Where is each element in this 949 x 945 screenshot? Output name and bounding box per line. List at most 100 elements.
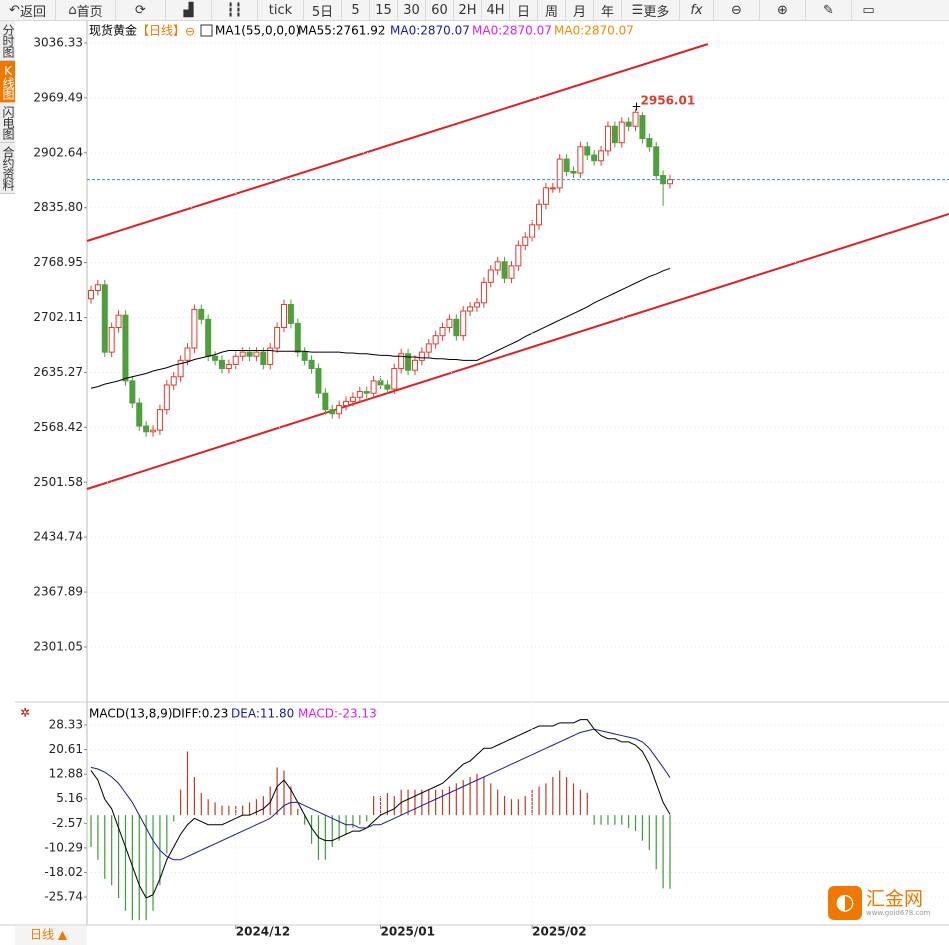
tick-button[interactable]: tick: [258, 0, 304, 20]
y-tick-label: 3036.33: [33, 36, 83, 50]
legend-entry: MA0:2870.07: [390, 24, 470, 38]
candle-body: [281, 303, 287, 328]
candle-body: [177, 359, 184, 378]
collapse-icon[interactable]: ⊖: [185, 25, 195, 39]
candle-body: [632, 111, 639, 127]
sidebar-tab[interactable]: K线图: [0, 61, 15, 103]
period-button[interactable]: 年: [594, 0, 622, 20]
sidebar-tab[interactable]: 分时图: [0, 21, 15, 61]
macd-settings-icon[interactable]: ✲: [20, 706, 30, 720]
candle-body: [150, 429, 157, 433]
candle-body: [205, 318, 212, 357]
formula-button[interactable]: fx: [680, 0, 714, 20]
candle-body: [184, 347, 191, 361]
candle-body: [391, 368, 398, 390]
candle-body: [308, 359, 315, 370]
candle-body: [253, 351, 260, 357]
y-tick-label: -18.02: [44, 865, 83, 879]
candle-body: [191, 308, 198, 349]
candle-body: [625, 121, 632, 127]
trend-line: [86, 213, 949, 490]
period-button[interactable]: 5日: [304, 0, 342, 20]
back-label: 返回: [19, 4, 46, 20]
logo-url: www.gold678.com: [866, 909, 931, 917]
candle-body: [611, 125, 618, 144]
candle-body: [315, 368, 322, 394]
period-button[interactable]: 日: [510, 0, 538, 20]
candle-body: [418, 351, 425, 361]
candle-body: [225, 363, 232, 370]
zoom-out-button[interactable]: ⊖: [714, 0, 760, 20]
candle-body: [287, 303, 294, 324]
home-button[interactable]: ⌂ 首页: [56, 0, 116, 20]
y-tick-label: 2702.11: [33, 310, 83, 324]
period-button[interactable]: 15: [370, 0, 398, 20]
candle-body: [212, 355, 219, 361]
macd-line: [90, 719, 671, 899]
indicator-icon[interactable]: [200, 24, 213, 37]
period-button[interactable]: 周: [538, 0, 566, 20]
y-tick-label: 2367.89: [33, 585, 83, 599]
ma-line: [90, 267, 671, 389]
candle-body: [260, 351, 267, 365]
candle-body: [591, 154, 598, 162]
candle-body: [439, 326, 446, 337]
candle-body: [563, 158, 570, 172]
legend-entry: MACD:-23.13: [298, 707, 377, 721]
legend-entry: DEA:11.80: [231, 707, 294, 721]
candle-body: [246, 351, 253, 357]
sidebar-tab[interactable]: 合约资料: [0, 143, 15, 194]
candle-body: [356, 391, 363, 398]
candle-body: [129, 380, 136, 404]
layout-button[interactable]: ▭: [862, 2, 875, 18]
period-button[interactable]: 5: [342, 0, 370, 20]
chart-style-button[interactable]: ▟: [166, 0, 212, 20]
candle-body: [411, 359, 418, 371]
legend-entry: MA0:2870.07: [472, 24, 552, 38]
candle-body: [343, 400, 350, 407]
period-button[interactable]: 月: [566, 0, 594, 20]
period-button[interactable]: 30: [398, 0, 426, 20]
candle-body: [232, 355, 239, 365]
logo: ◐ 汇金网 www.gold678.com: [828, 886, 930, 920]
zoom-in-button[interactable]: ⊕: [760, 0, 806, 20]
candle-body: [542, 187, 549, 205]
y-tick-label: 2969.49: [33, 90, 83, 104]
candle-body: [570, 170, 577, 174]
more-button[interactable]: ☰ 更多: [622, 0, 680, 20]
candle-body: [384, 384, 391, 390]
sidebar: 分时图 K线图 闪电图 合约资料: [0, 21, 15, 194]
candle-body: [425, 343, 432, 353]
sidebar-tab[interactable]: 闪电图: [0, 103, 15, 143]
period-button-bg[interactable]: [15, 926, 87, 945]
candle-body: [577, 146, 584, 174]
candle-body: [198, 308, 205, 320]
candle-body: [163, 384, 170, 411]
period-button[interactable]: 60: [426, 0, 454, 20]
period-button[interactable]: 日线 ▲: [30, 928, 68, 942]
candle-body: [136, 402, 143, 427]
candle-body: [398, 353, 405, 370]
back-button[interactable]: ↶ 返回: [0, 0, 56, 20]
candle-body: [529, 224, 536, 238]
refresh-button[interactable]: ⟳: [116, 0, 166, 20]
indicator-label: MA1(55,0,0,0): [215, 24, 300, 38]
draw-button[interactable]: ✎: [806, 0, 852, 20]
candle-body: [474, 302, 480, 308]
toolbar: ↶ 返回 ⌂ 首页 ⟳ ▟ ┇┇ tick 5日 5 15 30 60 2H 4H 日周月年 ☰ 更…: [0, 0, 949, 21]
instrument-title: 现货黄金: [89, 23, 137, 38]
candle-body: [363, 391, 370, 394]
candle-body: [156, 409, 163, 431]
period-button[interactable]: 2H: [454, 0, 482, 20]
candle-style-button[interactable]: ┇┇: [212, 0, 258, 20]
candle-body: [480, 281, 487, 304]
logo-icon: ◐: [828, 886, 862, 920]
candle-body: [556, 158, 563, 189]
y-tick-label: 5.16: [56, 791, 83, 805]
candle-body: [522, 236, 529, 246]
candle-body: [239, 351, 246, 357]
max-label: 2956.01: [641, 93, 696, 107]
candle-body: [618, 121, 625, 144]
y-tick-label: 2835.80: [33, 200, 83, 214]
period-button[interactable]: 4H: [482, 0, 510, 20]
